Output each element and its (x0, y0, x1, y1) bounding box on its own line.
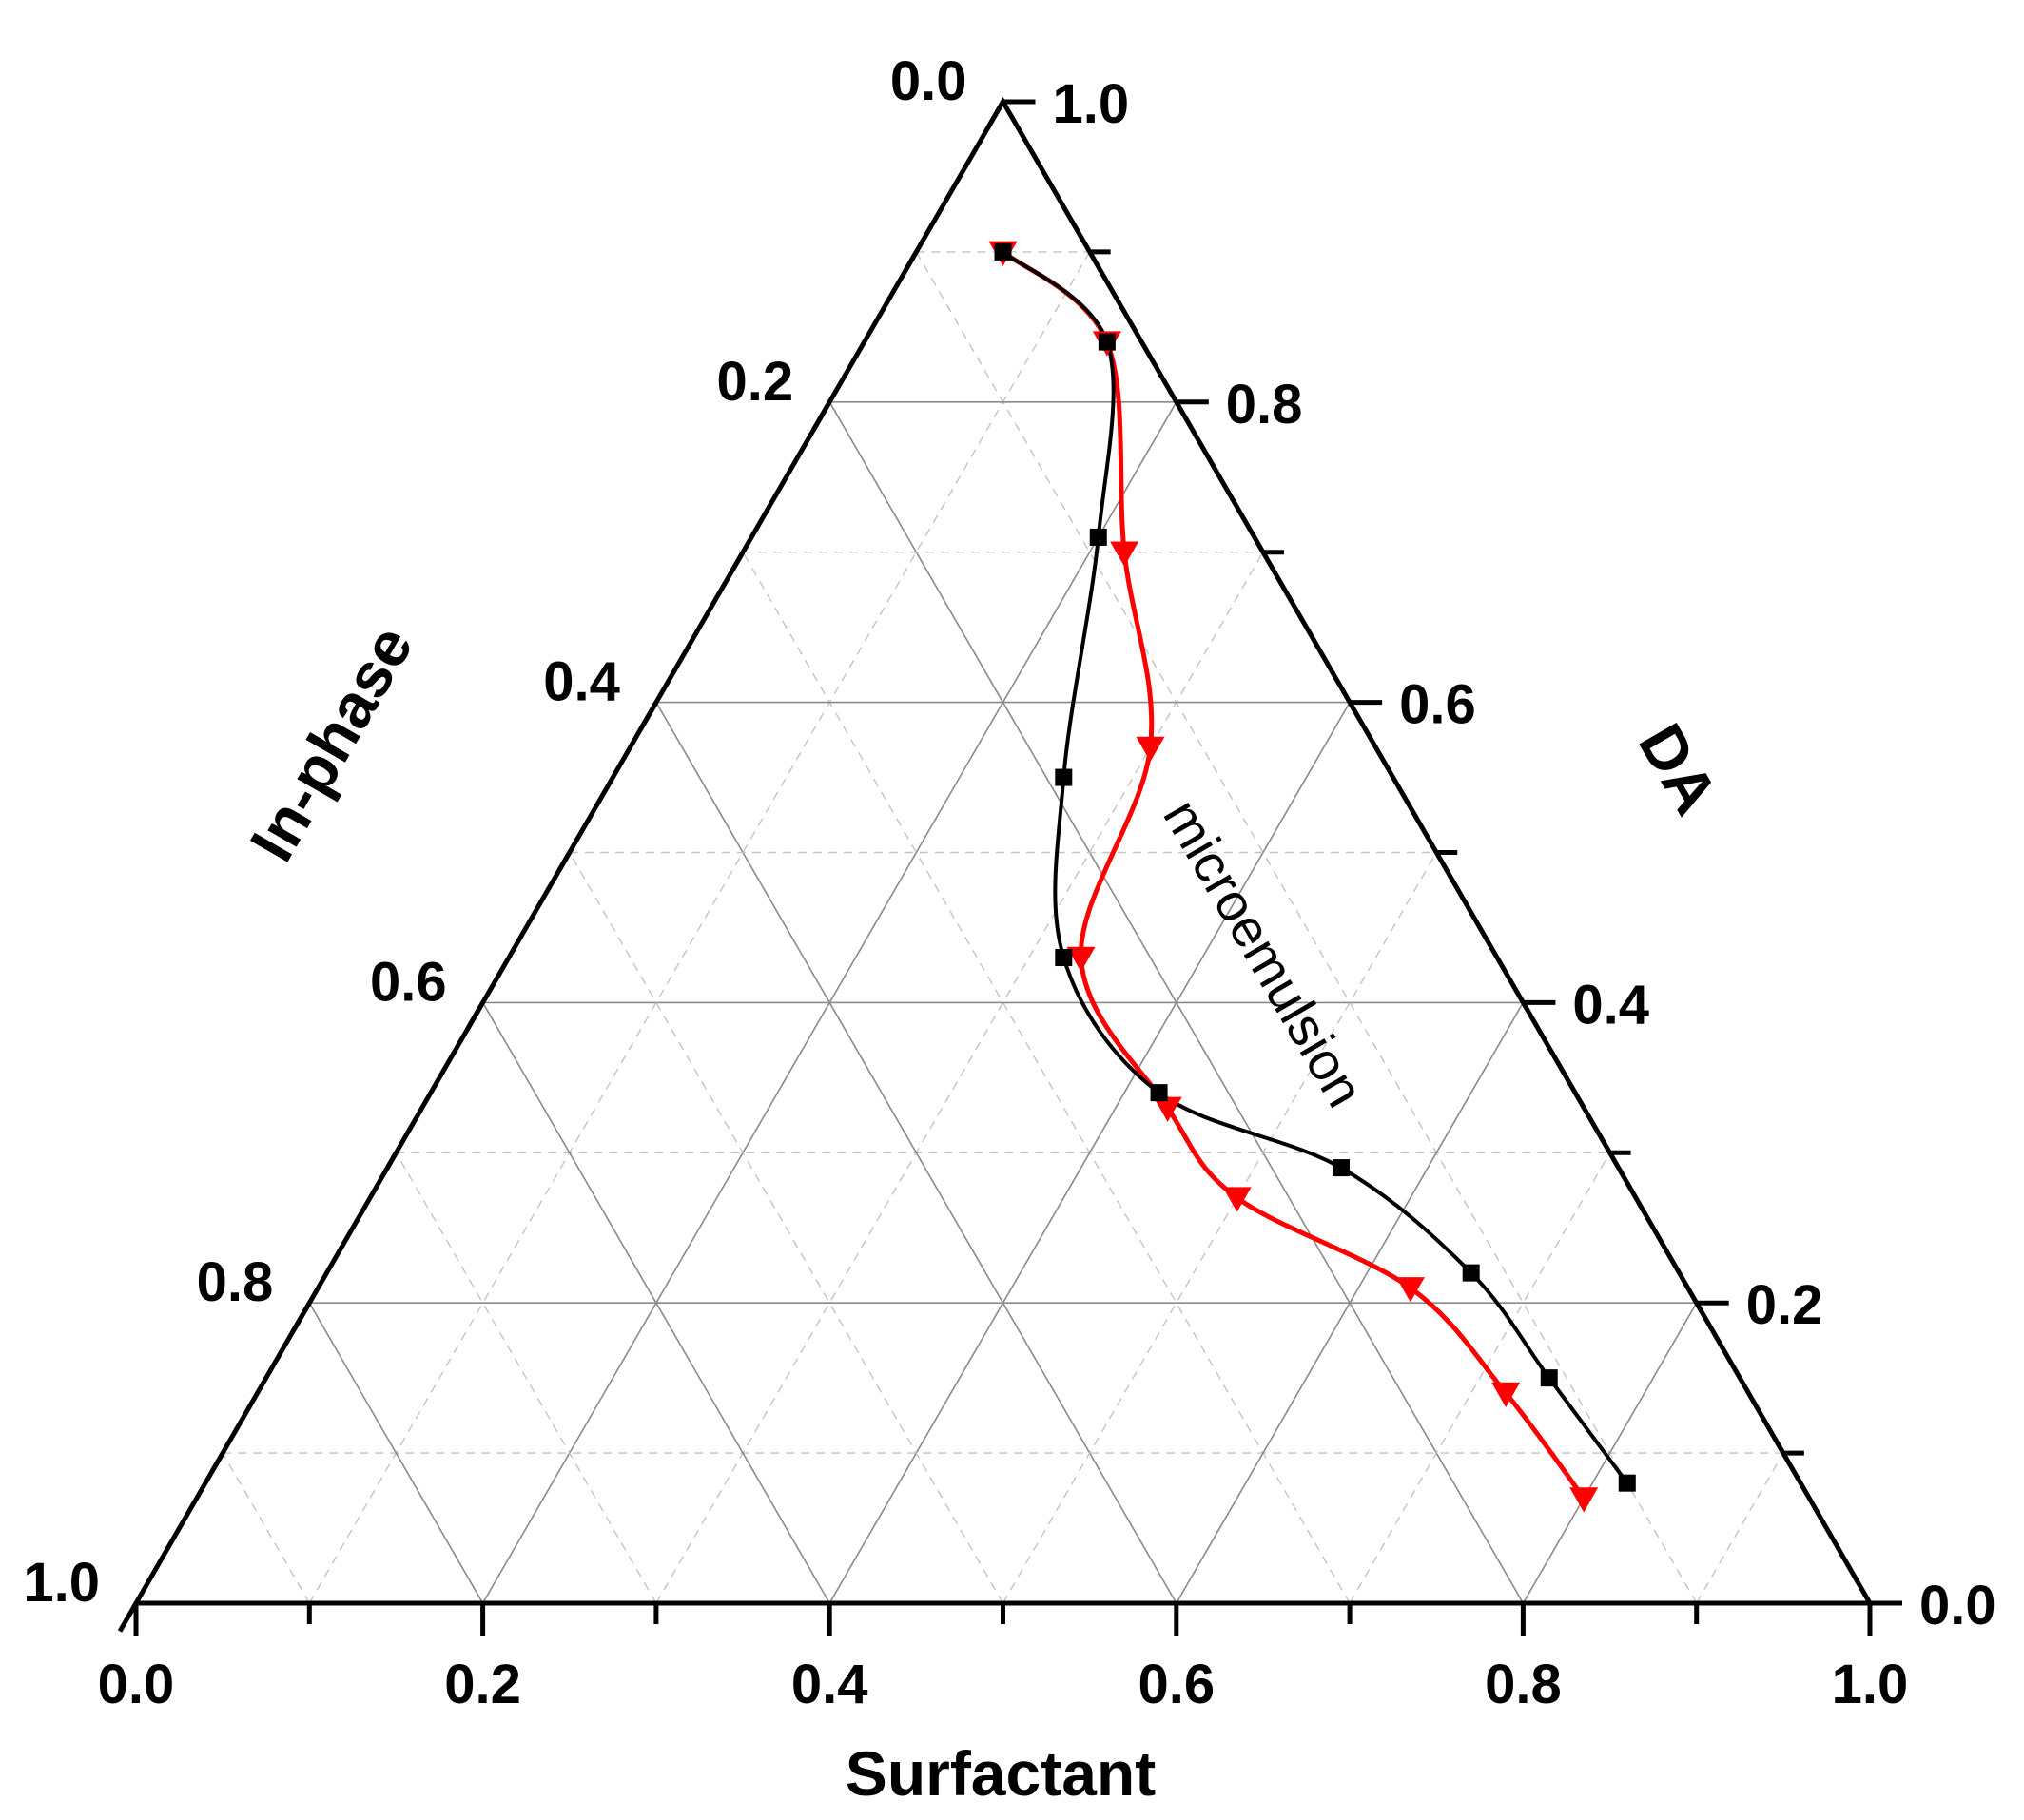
square-marker (1540, 1369, 1558, 1387)
square-marker (1055, 949, 1073, 967)
tick-marks (117, 99, 1902, 1636)
minor-grid-line (742, 552, 1351, 1604)
minor-grid-line (222, 1452, 310, 1604)
right-axis-title: DA (1625, 712, 1732, 826)
left-tick-label: 0.0 (890, 50, 967, 112)
left-axis-title: In-phase (236, 613, 426, 872)
grid-layer (222, 251, 1784, 1604)
bottom-tick-label: 0.0 (98, 1654, 175, 1715)
square-marker (1462, 1264, 1480, 1282)
microemulsion-annotation: microemulsion (1152, 789, 1375, 1116)
triangle-marker (1153, 1096, 1182, 1122)
major-grid-line (1176, 1002, 1525, 1604)
left-axis-tick (730, 551, 746, 572)
square-marker (1089, 528, 1107, 546)
left-axis-tick (811, 400, 832, 432)
minor-grid-line (308, 251, 1091, 1604)
right-tick-label: 0.2 (1746, 1274, 1823, 1336)
left-tick-label: 0.6 (370, 951, 447, 1013)
triangle-marker (1066, 946, 1096, 973)
triangle-marker (1222, 1187, 1252, 1212)
triangle-marker (1136, 736, 1165, 762)
tick-labels: 0.0 0.2 0.4 0.6 0.8 1.00.00.20.40.60.81.0 0.00… (23, 50, 1995, 1715)
triangle-marker (1395, 1277, 1425, 1303)
right-tick-label: 1.0 (1053, 73, 1130, 135)
right-tick-label: 0.4 (1572, 974, 1649, 1036)
left-axis-tick (464, 1001, 485, 1033)
minor-grid-line (1696, 1452, 1784, 1604)
left-tick-label: 0.8 (197, 1251, 274, 1313)
minor-grid-line (1349, 1152, 1611, 1604)
left-axis-tick (904, 250, 919, 272)
red-series-line (1001, 249, 1586, 1500)
minor-grid-line (915, 251, 1698, 1604)
square-marker (1332, 1159, 1350, 1177)
left-tick-label: 0.2 (717, 351, 794, 413)
left-axis-tick (556, 851, 572, 872)
black-series-line (1002, 250, 1629, 1484)
square-marker (1098, 333, 1116, 351)
square-marker (1150, 1084, 1168, 1102)
left-axis-tick (984, 100, 1005, 131)
bottom-axis-title: Surfactant (846, 1738, 1156, 1809)
triangle-marker (1110, 541, 1139, 567)
bottom-tick-label: 0.6 (1138, 1654, 1215, 1715)
left-axis-tick (637, 701, 659, 732)
square-marker (994, 242, 1012, 261)
major-grid-line (1522, 1302, 1698, 1604)
bottom-tick-label: 1.0 (1832, 1654, 1909, 1715)
left-axis-tick (209, 1451, 225, 1473)
triangle-marker (1569, 1487, 1599, 1513)
major-grid-line (308, 1302, 484, 1604)
major-grid-line (481, 1002, 830, 1604)
square-marker (1618, 1474, 1636, 1492)
right-tick-label: 0.0 (1919, 1575, 1996, 1636)
minor-grid-line (1002, 852, 1437, 1604)
bottom-tick-label: 0.8 (1485, 1654, 1562, 1715)
bottom-tick-label: 0.2 (444, 1654, 521, 1715)
left-tick-label: 0.4 (543, 651, 620, 713)
right-tick-label: 0.6 (1399, 674, 1476, 736)
left-axis-tick (383, 1152, 399, 1172)
minor-grid-line (569, 852, 1004, 1604)
square-marker (1055, 768, 1073, 786)
triangle-marker (1491, 1382, 1521, 1407)
bottom-tick-label: 0.4 (791, 1654, 868, 1715)
left-tick-label: 1.0 (23, 1552, 100, 1614)
left-axis-tick (117, 1601, 139, 1633)
series-layer (988, 241, 1636, 1513)
left-axis-tick (291, 1301, 312, 1332)
minor-grid-line (655, 552, 1264, 1604)
minor-grid-line (395, 1152, 657, 1604)
right-tick-label: 0.8 (1226, 374, 1303, 436)
